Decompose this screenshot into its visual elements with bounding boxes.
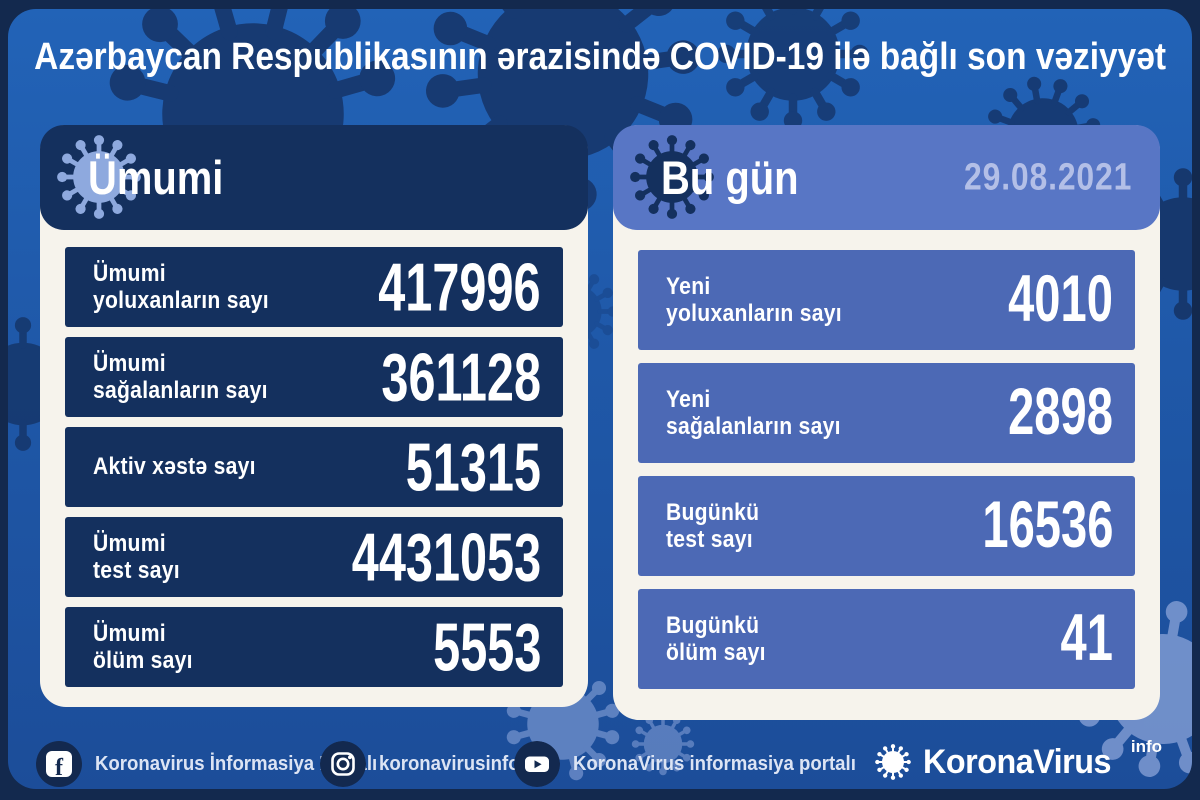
stat-row: Ümumi ölüm sayı 5553 bbox=[65, 607, 563, 687]
stat-label-line1: Aktiv xəstə sayı bbox=[93, 453, 256, 481]
stat-label-line1: Ümumi bbox=[93, 259, 166, 287]
totals-panel: Ümumi Ümumi yoluxanların sayı 417996 Ümu… bbox=[40, 125, 588, 707]
stat-label-line1: Bugünkü bbox=[666, 498, 760, 526]
youtube-label[interactable]: KoronaVirus informasiya portalı bbox=[573, 752, 856, 775]
page-title: Azərbaycan Respublikasının ərazisində CO… bbox=[0, 36, 1200, 79]
stat-label: Bugünkü test sayı bbox=[666, 499, 772, 554]
facebook-icon[interactable]: f bbox=[36, 741, 82, 787]
totals-header-label: Ümumi bbox=[88, 151, 224, 204]
stat-value: 41 bbox=[1060, 601, 1113, 676]
stat-value: 4010 bbox=[1008, 262, 1113, 337]
logo-text: KoronaVirus bbox=[922, 742, 1112, 781]
stat-value: 361128 bbox=[381, 338, 541, 416]
stat-label-line1: Ümumi bbox=[93, 619, 166, 647]
stat-label-line2: test sayı bbox=[93, 557, 180, 584]
today-rows: Yeni yoluxanların sayı 4010 Yeni sağalan… bbox=[613, 230, 1160, 689]
today-header-label: Bu gün bbox=[661, 151, 799, 204]
stat-label: Bugünkü ölüm sayı bbox=[666, 612, 779, 667]
stat-row: Ümumi sağalanların sayı 361128 bbox=[65, 337, 563, 417]
totals-header: Ümumi bbox=[40, 125, 588, 230]
facebook-label[interactable]: Koronavirus İnformasiya Portalı bbox=[95, 752, 378, 775]
stat-row: Bugünkü ölüm sayı 41 bbox=[638, 589, 1135, 689]
stat-label: Yeni yoluxanların sayı bbox=[666, 273, 866, 328]
stat-value: 5553 bbox=[432, 608, 541, 686]
instagram-link[interactable]: koronavirusinfoaz bbox=[320, 740, 551, 788]
logo-suffix: info bbox=[1130, 737, 1162, 756]
youtube-icon[interactable] bbox=[514, 741, 560, 787]
stat-label-line1: Yeni bbox=[666, 385, 711, 413]
stat-row: Yeni yoluxanların sayı 4010 bbox=[638, 250, 1135, 350]
instagram-icon[interactable] bbox=[320, 741, 366, 787]
stat-label-line1: Bugünkü bbox=[666, 611, 760, 639]
report-date: 29.08.2021 bbox=[963, 156, 1132, 198]
facebook-link[interactable]: f Koronavirus İnformasiya Portalı bbox=[36, 740, 398, 788]
stat-row: Bugünkü test sayı 16536 bbox=[638, 476, 1135, 576]
stat-label: Ümumi yoluxanların sayı bbox=[93, 260, 293, 315]
stat-value: 4431053 bbox=[351, 518, 541, 596]
stat-row: Ümumi yoluxanların sayı 417996 bbox=[65, 247, 563, 327]
virus-icon bbox=[873, 742, 913, 782]
youtube-link[interactable]: KoronaVirus informasiya portalı bbox=[514, 740, 877, 788]
stat-label-line2: test sayı bbox=[666, 526, 753, 553]
totals-rows: Ümumi yoluxanların sayı 417996 Ümumi sağ… bbox=[40, 230, 588, 687]
stat-label: Ümumi test sayı bbox=[93, 530, 192, 585]
stat-label-line2: sağalanların sayı bbox=[93, 377, 268, 404]
stat-label-line1: Yeni bbox=[666, 272, 711, 300]
stat-row: Ümumi test sayı 4431053 bbox=[65, 517, 563, 597]
stat-label-line2: ölüm sayı bbox=[666, 639, 766, 666]
stat-row: Aktiv xəstə sayı 51315 bbox=[65, 427, 563, 507]
stat-row: Yeni sağalanların sayı 2898 bbox=[638, 363, 1135, 463]
stat-value: 51315 bbox=[405, 428, 541, 506]
stat-value: 2898 bbox=[1008, 375, 1113, 450]
stat-label-line2: ölüm sayı bbox=[93, 647, 193, 674]
today-panel: Bu gün 29.08.2021 Yeni yoluxanların sayı… bbox=[613, 125, 1160, 720]
stat-label-line1: Ümumi bbox=[93, 529, 166, 557]
stat-value: 417996 bbox=[378, 248, 541, 326]
stat-label: Yeni sağalanların sayı bbox=[666, 386, 865, 441]
instagram-label[interactable]: koronavirusinfoaz bbox=[379, 752, 540, 775]
stat-label-line2: yoluxanların sayı bbox=[666, 300, 842, 327]
stat-label-line2: sağalanların sayı bbox=[666, 413, 841, 440]
stat-label-line1: Ümumi bbox=[93, 349, 166, 377]
today-header: Bu gün 29.08.2021 bbox=[613, 125, 1160, 230]
koronavirus-logo: KoronaVirus info bbox=[873, 736, 1162, 788]
stat-label: Ümumi ölüm sayı bbox=[93, 620, 206, 675]
stat-label: Aktiv xəstə sayı bbox=[93, 453, 278, 480]
stat-label-line2: yoluxanların sayı bbox=[93, 287, 269, 314]
stat-label: Ümumi sağalanların sayı bbox=[93, 350, 292, 405]
stat-value: 16536 bbox=[981, 488, 1113, 563]
page-title-text: Azərbaycan Respublikasının ərazisində CO… bbox=[34, 36, 1166, 78]
